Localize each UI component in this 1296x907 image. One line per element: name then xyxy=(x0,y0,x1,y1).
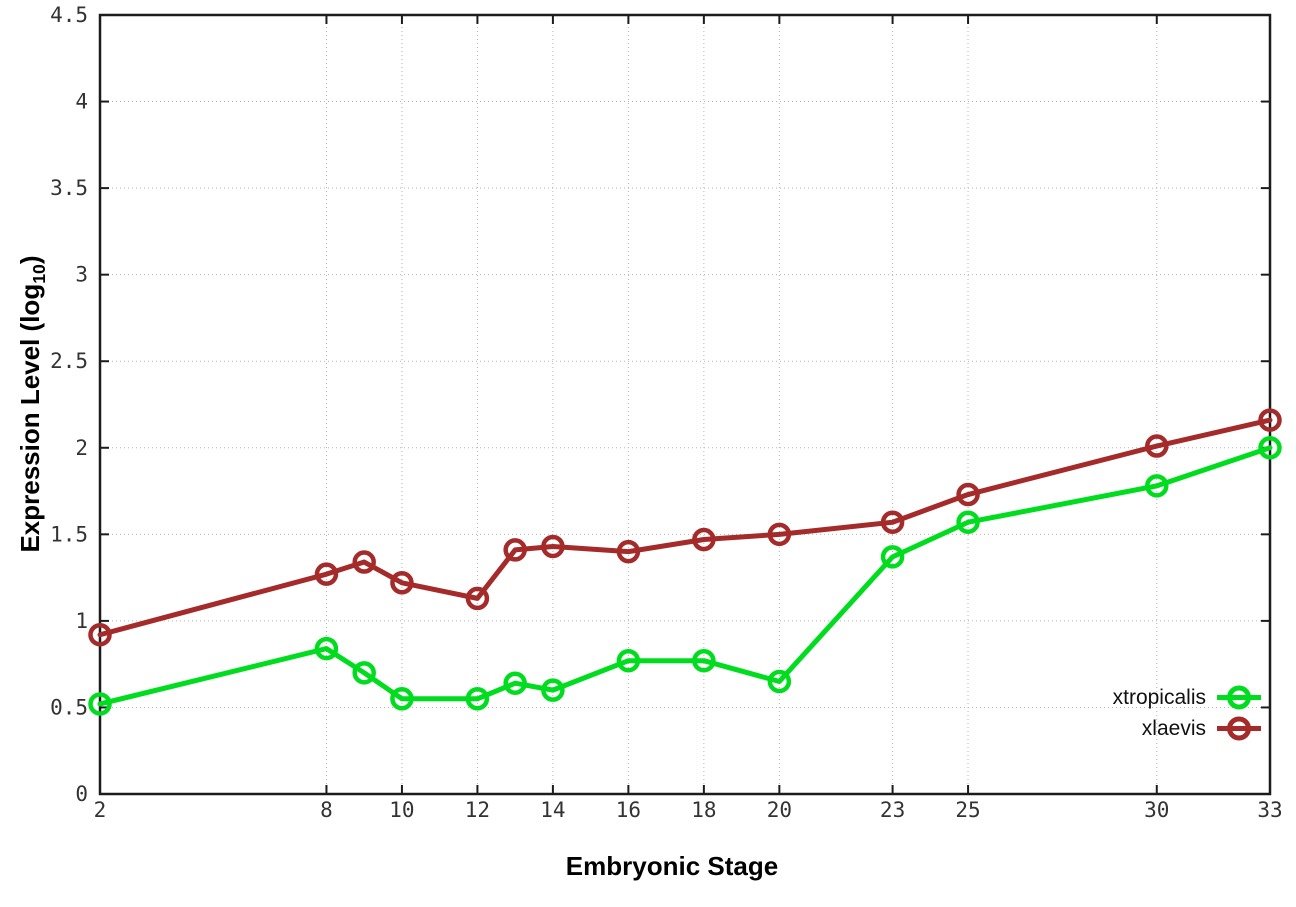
data-point-xlaevis xyxy=(503,538,527,562)
x-tick-label: 18 xyxy=(691,798,716,822)
y-tick-label: 3.5 xyxy=(50,176,88,200)
legend-item: xlaevis xyxy=(1142,715,1262,742)
x-tick-label: 8 xyxy=(320,798,333,822)
data-point-xlaevis xyxy=(1258,408,1282,432)
x-axis-title: Embryonic Stage xyxy=(565,851,779,881)
y-tick-label: 2 xyxy=(75,436,88,460)
y-axis-title: Expression Level (log10) xyxy=(10,104,50,704)
legend: xtropicalis xlaevis xyxy=(1113,684,1262,742)
data-point-xtropicalis xyxy=(880,545,905,569)
data-point-xlaevis xyxy=(767,522,792,547)
data-point-xlaevis xyxy=(616,539,641,564)
x-tick-label: 33 xyxy=(1257,798,1282,822)
y-tick-label: 0 xyxy=(75,782,88,806)
data-point-xlaevis xyxy=(465,586,490,611)
data-point-xtropicalis xyxy=(465,687,490,711)
series-line-xtropicalis xyxy=(97,445,1273,707)
y-tick-label: 3 xyxy=(75,263,88,287)
data-point-xlaevis xyxy=(880,510,905,534)
data-point-xtropicalis xyxy=(88,692,112,716)
x-tick-label: 25 xyxy=(955,798,980,822)
y-tick-label: 2.5 xyxy=(50,349,88,373)
y-tick-label: 4 xyxy=(75,90,88,114)
data-point-xlaevis xyxy=(88,622,112,647)
series-line-xlaevis xyxy=(97,417,1273,638)
y-axis-title-close: ) xyxy=(15,255,45,265)
data-point-xtropicalis xyxy=(390,687,414,711)
data-point-xtropicalis xyxy=(767,669,792,694)
data-point-xlaevis xyxy=(541,534,565,559)
x-tick-label: 14 xyxy=(540,798,565,822)
y-tick-label: 1 xyxy=(75,609,88,633)
data-point-xlaevis xyxy=(1145,434,1169,458)
data-point-xtropicalis xyxy=(352,661,376,685)
x-tick-label: 2 xyxy=(94,798,107,822)
legend-item: xtropicalis xyxy=(1113,684,1262,711)
y-tick-label: 4.5 xyxy=(50,3,88,27)
y-tick-label: 0.5 xyxy=(50,695,88,719)
data-point-xtropicalis xyxy=(956,510,980,534)
data-point-xtropicalis xyxy=(503,671,527,695)
x-tick-label: 16 xyxy=(616,798,641,822)
x-tick-label: 10 xyxy=(389,798,414,822)
x-tick-label: 23 xyxy=(880,798,905,822)
y-axis-title-subscript: 10 xyxy=(29,264,50,284)
legend-label: xlaevis xyxy=(1141,716,1206,740)
data-point-xtropicalis xyxy=(616,648,641,673)
data-point-xlaevis xyxy=(692,527,716,552)
y-tick-label: 1.5 xyxy=(50,522,88,546)
data-point-xlaevis xyxy=(390,571,414,595)
x-tick-label: 20 xyxy=(767,798,792,822)
legend-series-marker-icon xyxy=(1217,685,1261,710)
y-axis-title-text: Expression Level (log xyxy=(15,283,45,553)
x-tick-label: 30 xyxy=(1144,798,1169,822)
legend-label: xtropicalis xyxy=(1112,685,1206,709)
legend-series-marker-icon xyxy=(1217,716,1261,741)
x-tick-label: 12 xyxy=(465,798,490,822)
data-point-xtropicalis xyxy=(1258,436,1282,460)
data-point-xlaevis xyxy=(956,482,980,507)
plot-border xyxy=(98,13,1272,796)
data-point-xtropicalis xyxy=(314,636,339,661)
data-point-xlaevis xyxy=(352,550,376,574)
data-point-xlaevis xyxy=(314,562,339,586)
data-point-xtropicalis xyxy=(541,678,565,702)
data-point-xtropicalis xyxy=(1145,474,1169,498)
data-point-xtropicalis xyxy=(692,648,716,673)
